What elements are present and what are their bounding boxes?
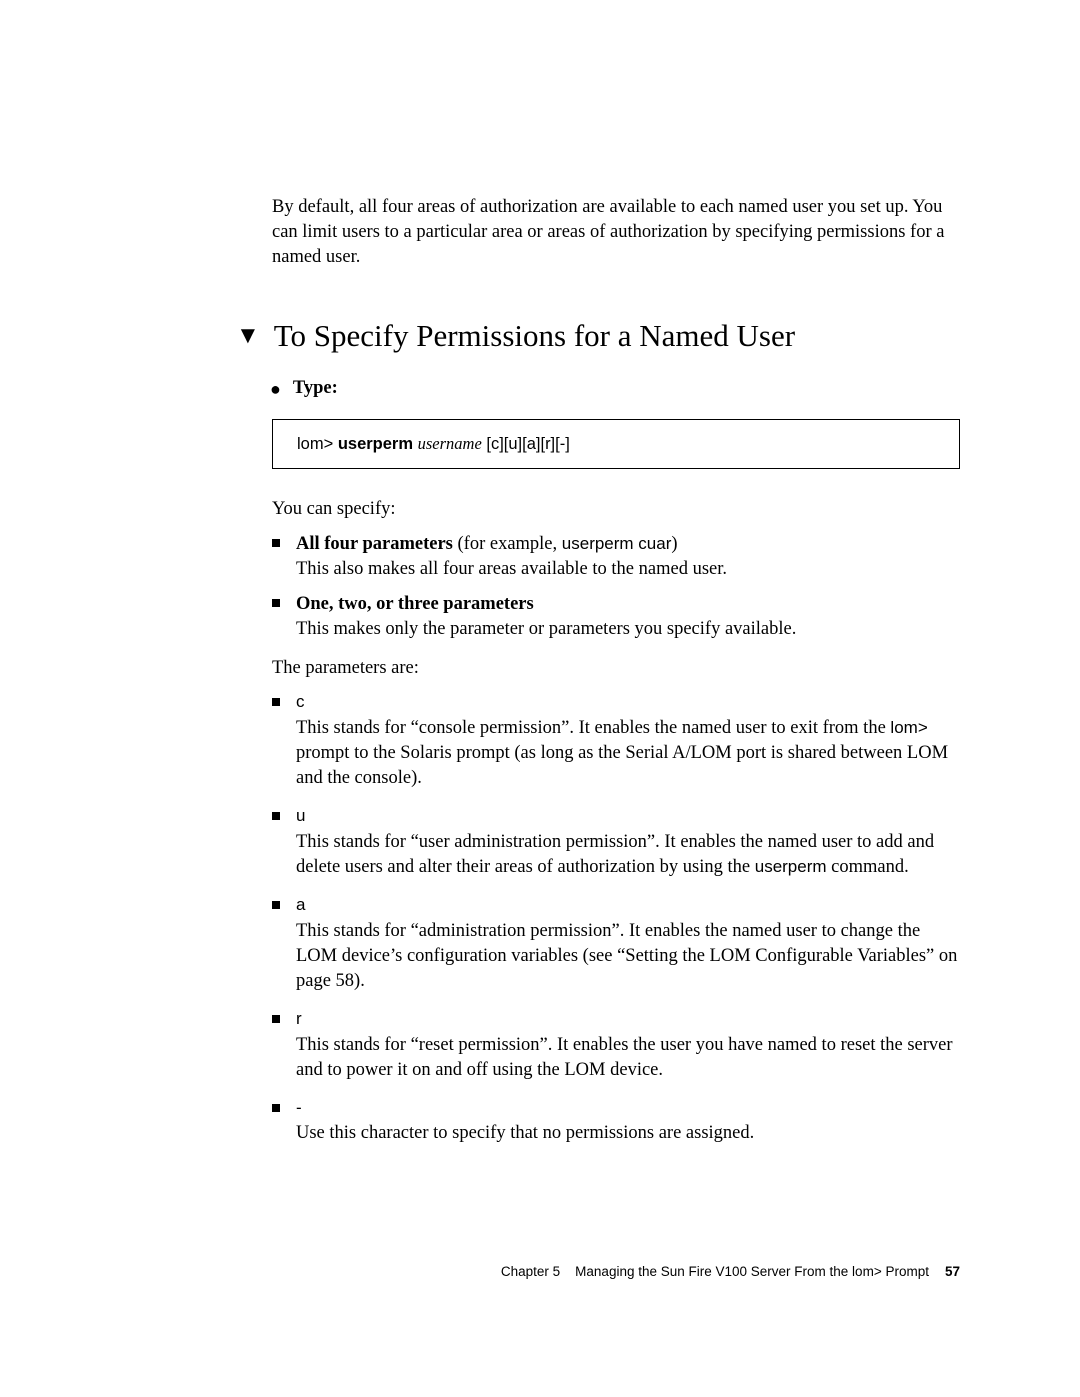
command-box: lom> userperm username [c][u][a][r][-] xyxy=(272,419,960,469)
spec-a-bold: All four parameters xyxy=(296,534,453,554)
footer-chapter: Chapter 5 xyxy=(501,1264,560,1279)
params-intro: The parameters are: xyxy=(272,656,960,681)
page-content: By default, all four areas of authorizat… xyxy=(0,0,1080,1146)
code-command: userperm xyxy=(338,435,413,453)
param-dash-text: Use this character to specify that no pe… xyxy=(296,1123,754,1143)
spec-b-line2: This makes only the parameter or paramet… xyxy=(296,619,796,639)
spec-a-mono: userperm cuar xyxy=(562,534,672,553)
param-c: c This stands for “console permission”. … xyxy=(272,691,960,791)
param-list: c This stands for “console permission”. … xyxy=(272,691,960,1146)
heading-text: To Specify Permissions for a Named User xyxy=(274,318,795,354)
step-label: Type: xyxy=(293,378,338,401)
spec-b-bold: One, two, or three parameters xyxy=(296,594,534,614)
footer-title: Managing the Sun Fire V100 Server From t… xyxy=(575,1264,929,1279)
param-r-text: This stands for “reset permission”. It e… xyxy=(296,1035,953,1080)
spec-a-line2: This also makes all four areas available… xyxy=(296,559,727,579)
spec-a-rest2: ) xyxy=(671,534,677,554)
step-1: ● Type: xyxy=(270,378,960,401)
section-heading: ▼ To Specify Permissions for a Named Use… xyxy=(236,318,960,354)
param-u: u This stands for “user administration p… xyxy=(272,805,960,880)
param-r-code: r xyxy=(296,1008,960,1031)
heading-arrow-icon: ▼ xyxy=(236,324,260,348)
footer-page-number: 57 xyxy=(945,1264,960,1279)
param-dash-code: - xyxy=(296,1097,960,1120)
param-r: r This stands for “reset permission”. It… xyxy=(272,1008,960,1083)
param-c-mono: lom> xyxy=(890,718,927,737)
step-bullet-icon: ● xyxy=(270,378,281,401)
param-a: a This stands for “administration permis… xyxy=(272,894,960,994)
param-c-t2: prompt to the Solaris prompt (as long as… xyxy=(296,743,948,788)
spec-a-rest1: (for example, xyxy=(453,534,562,554)
spec-item-one-two-three: One, two, or three parameters This makes… xyxy=(272,592,960,642)
spec-list: All four parameters (for example, userpe… xyxy=(272,532,960,642)
param-u-mono: userperm xyxy=(755,857,827,876)
param-u-code: u xyxy=(296,805,960,828)
param-c-t1: This stands for “console permission”. It… xyxy=(296,718,890,738)
param-u-t2: command. xyxy=(827,857,909,877)
you-can-specify: You can specify: xyxy=(272,497,960,522)
param-c-code: c xyxy=(296,691,960,714)
code-arg: username xyxy=(418,434,482,453)
param-dash: - Use this character to specify that no … xyxy=(272,1097,960,1147)
param-a-text: This stands for “administration permissi… xyxy=(296,921,957,991)
intro-paragraph: By default, all four areas of authorizat… xyxy=(272,195,960,270)
page-footer: Chapter 5 Managing the Sun Fire V100 Ser… xyxy=(501,1264,960,1279)
code-prompt: lom> xyxy=(297,435,333,453)
spec-item-all-four: All four parameters (for example, userpe… xyxy=(272,532,960,582)
param-a-code: a xyxy=(296,894,960,917)
code-suffix: [c][u][a][r][-] xyxy=(486,435,569,453)
